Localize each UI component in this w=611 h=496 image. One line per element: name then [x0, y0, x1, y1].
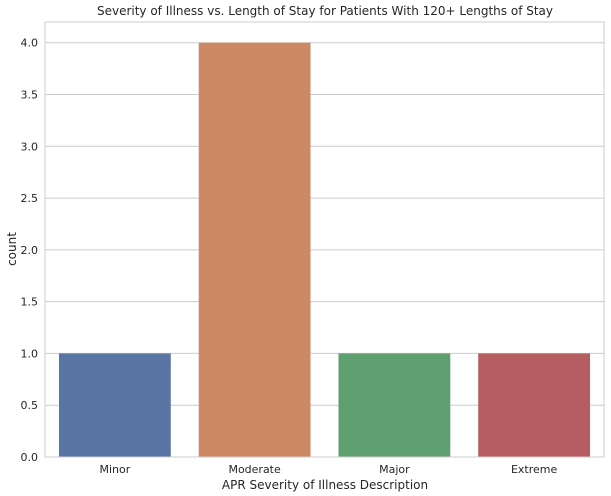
x-tick-label-major: Major [379, 463, 410, 476]
y-tick-label: 0.0 [21, 451, 39, 464]
y-tick-label: 3.0 [21, 140, 39, 153]
x-tick-label-minor: Minor [99, 463, 130, 476]
chart-title: Severity of Illness vs. Length of Stay f… [97, 4, 553, 18]
x-tick-label-moderate: Moderate [228, 463, 281, 476]
bar-minor [58, 353, 171, 457]
y-tick-label: 4.0 [21, 37, 39, 50]
y-tick-label: 2.5 [21, 192, 39, 205]
bars [58, 42, 591, 457]
y-axis-label: count [5, 232, 19, 266]
y-tick-label: 2.0 [21, 244, 39, 257]
bar-moderate [198, 42, 311, 457]
y-tick-label: 1.5 [21, 296, 39, 309]
x-axis-label: APR Severity of Illness Description [222, 478, 428, 492]
bar-major [338, 353, 451, 457]
plot-frame [44, 21, 605, 458]
y-tick-labels: 0.0 0.5 1.0 1.5 2.0 2.5 3.0 3.5 4.0 [21, 37, 39, 464]
x-tick-labels: Minor Moderate Major Extreme [99, 463, 557, 476]
x-tick-label-extreme: Extreme [511, 463, 558, 476]
bar-extreme [478, 353, 591, 457]
y-tick-label: 0.5 [21, 399, 39, 412]
y-tick-label: 3.5 [21, 89, 39, 102]
y-tick-label: 1.0 [21, 347, 39, 360]
